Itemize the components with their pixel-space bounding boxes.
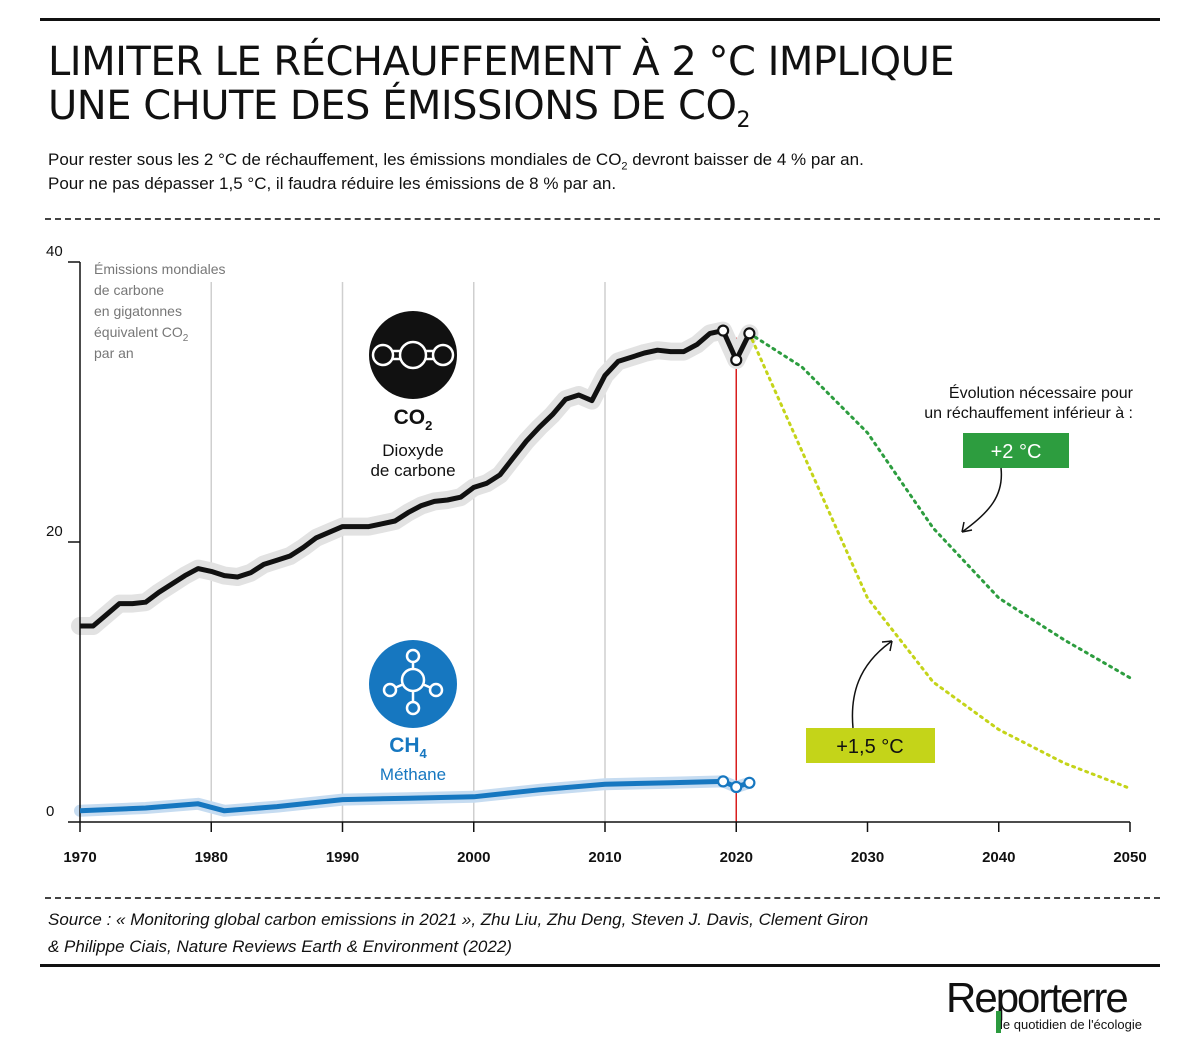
x-tick-label-2050: 2050	[1113, 849, 1146, 866]
arrowhead-2c	[961, 521, 973, 533]
badge-2c	[963, 433, 1069, 468]
marker-co2-2019	[717, 324, 730, 337]
co2-name-line-2: de carbone	[370, 461, 455, 480]
ch4-formula: CH4	[389, 734, 427, 761]
ch4-molecule-icon	[382, 648, 444, 716]
co2-formula: CO2	[394, 406, 433, 433]
co2-atom-3	[431, 343, 455, 367]
arrowhead-15c	[881, 640, 893, 652]
badge-15c-label: +1,5 °C	[836, 736, 903, 758]
line-path15	[747, 331, 1132, 790]
ch4-h-atom-1	[405, 648, 421, 664]
x-tick-label-1970: 1970	[63, 849, 96, 866]
logo-wordmark: Reporterre	[946, 974, 1129, 1021]
reporterre-logo[interactable]: Reporterre le quotidien de l'écologie	[946, 975, 1166, 1045]
x-tick-label-1980: 1980	[195, 849, 228, 866]
top-rule	[40, 18, 1160, 21]
source-line-2: & Philippe Ciais, Nature Reviews Earth &…	[48, 937, 512, 956]
badge-2c-label: +2 °C	[991, 441, 1042, 463]
y-tick-label-20: 20	[46, 523, 63, 540]
ch4-h-atom-4	[405, 700, 421, 716]
x-tick-label-2010: 2010	[588, 849, 621, 866]
source-line-1: Source : « Monitoring global carbon emis…	[48, 910, 869, 929]
x-tick-label-2000: 2000	[457, 849, 490, 866]
title-line-1: LIMITER LE RÉCHAUFFEMENT À 2 °C IMPLIQUE	[48, 39, 955, 85]
title-subscript: 2	[736, 108, 750, 133]
y-axis-label-line-3: en gigatonnes	[94, 303, 182, 319]
x-tick-label-2040: 2040	[982, 849, 1015, 866]
co2-icon	[369, 311, 457, 399]
subtitle-subscript: 2	[621, 160, 628, 173]
arrow-15c	[851, 640, 893, 729]
y-tick-label-0: 0	[46, 803, 54, 820]
y-tick-label-40: 40	[46, 243, 63, 260]
co2-name-line-1: Dioxyde	[382, 441, 443, 460]
title-line-2: UNE CHUTE DES ÉMISSIONS DE CO	[48, 83, 737, 129]
x-tick-label-2020: 2020	[720, 849, 753, 866]
co2-atom-2	[398, 340, 428, 370]
series-lines	[79, 328, 1132, 814]
ch4-h-atom-3	[428, 682, 444, 698]
subtitle-line-1b: devront baisser de 4 % par an.	[627, 150, 864, 169]
x-tick-label-1990: 1990	[326, 849, 359, 866]
arrow-2c	[961, 467, 1003, 533]
series-markers	[717, 324, 756, 794]
y-axis-label-line-1: Émissions mondiales	[94, 261, 226, 277]
subtitle-line-1a: Pour rester sous les 2 °C de réchauffeme…	[48, 150, 622, 169]
ch4-c-atom	[400, 667, 426, 693]
marker-co2-2021	[743, 327, 756, 340]
marker-ch4-2020	[730, 780, 743, 794]
y-axis-label-line-2: de carbone	[94, 282, 164, 298]
logo-accent-bar	[996, 1011, 1001, 1033]
badge-15c	[806, 728, 935, 763]
line-path2	[747, 331, 1132, 680]
co2-atom-1	[371, 343, 395, 367]
line-ch4	[79, 778, 751, 814]
subtitle-line-2: Pour ne pas dépasser 1,5 °C, il faudra r…	[48, 174, 617, 193]
subtitle: Pour rester sous les 2 °C de réchauffeme…	[48, 148, 1158, 196]
dashed-divider-top	[45, 218, 1160, 220]
y-axis-label-line-5: par an	[94, 345, 134, 361]
dashed-divider-bottom	[45, 897, 1160, 899]
co2-molecule-icon	[371, 340, 455, 370]
ch4-h-atom-2	[382, 682, 398, 698]
source-note: Source : « Monitoring global carbon emis…	[48, 906, 1158, 960]
marker-ch4-2019	[717, 775, 730, 788]
page-title: LIMITER LE RÉCHAUFFEMENT À 2 °C IMPLIQUE…	[48, 39, 1158, 132]
x-tick-label-2030: 2030	[851, 849, 884, 866]
marker-co2-2020	[730, 353, 743, 367]
logo-tagline: le quotidien de l'écologie	[1000, 1017, 1142, 1032]
pathway-annotation-line-1: Évolution nécessaire pour	[949, 383, 1134, 402]
y-axis-label-line-4: équivalent CO2	[94, 324, 189, 344]
marker-ch4-2021	[743, 776, 756, 789]
pathway-annotation-line-2: un réchauffement inférieur à :	[924, 405, 1133, 422]
line-co2	[80, 328, 752, 629]
bottom-rule	[40, 964, 1160, 967]
ch4-name: Méthane	[380, 765, 446, 784]
